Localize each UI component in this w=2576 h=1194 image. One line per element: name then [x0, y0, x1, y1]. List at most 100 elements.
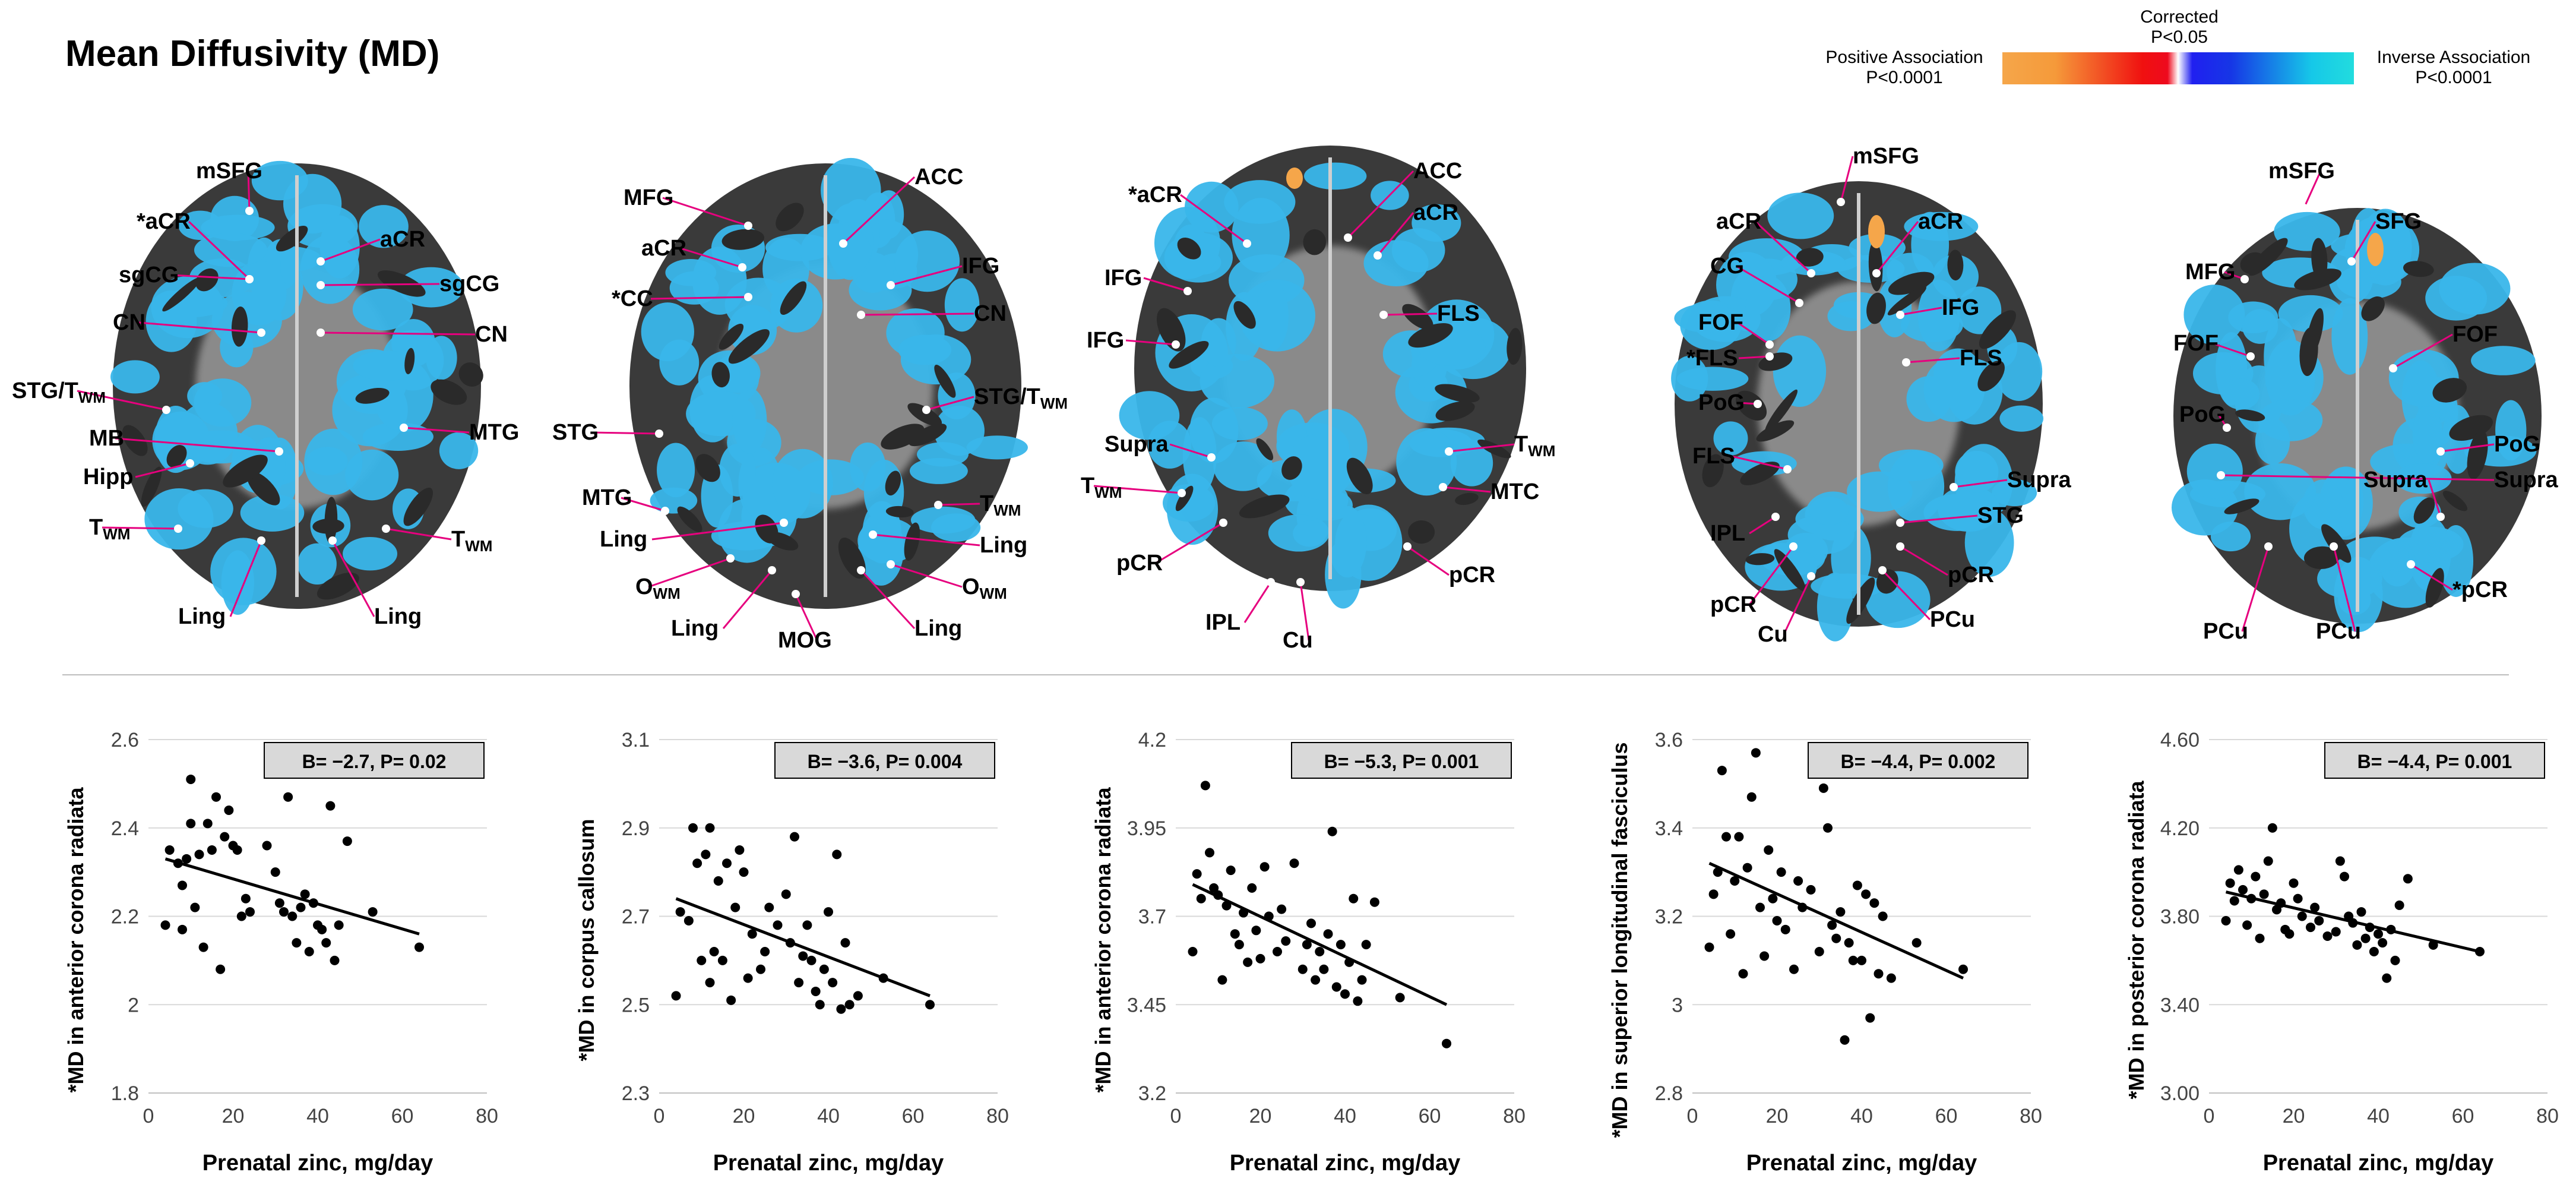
data-point — [232, 845, 242, 855]
data-point — [2360, 933, 2371, 943]
data-point — [1226, 866, 1236, 876]
label-leader-line — [135, 462, 191, 478]
data-point — [828, 978, 838, 988]
data-point — [824, 907, 833, 917]
label-leader-line — [1748, 546, 1795, 605]
label-leader-line — [938, 503, 980, 506]
y-tick-label: 3.6 — [1655, 729, 1683, 751]
data-point — [216, 964, 226, 974]
label-leader-line — [1906, 357, 1960, 364]
data-point — [182, 854, 192, 864]
data-point — [1772, 915, 1782, 925]
data-point — [1217, 975, 1227, 985]
activation-cluster — [232, 260, 287, 326]
sulcus — [324, 497, 338, 544]
activation-cluster — [210, 195, 260, 242]
label-leader-line — [1093, 485, 1182, 494]
y-tick-label: 2.5 — [622, 994, 650, 1016]
region-label: MOG — [778, 628, 832, 653]
label-leader-line — [229, 540, 262, 617]
label-marker — [317, 257, 325, 266]
activation-cluster — [1831, 525, 1871, 592]
stat-label: B= −5.3, P= 0.001 — [1324, 751, 1479, 772]
region-label: STG/TWM — [12, 378, 106, 406]
sulcus — [458, 362, 483, 387]
data-point — [697, 955, 707, 965]
panel-divider — [62, 674, 2509, 675]
activation-cluster — [306, 447, 348, 476]
data-point — [283, 792, 293, 802]
sulcus — [1866, 292, 1886, 324]
label-marker — [328, 536, 337, 545]
region-label: Ling — [178, 604, 226, 629]
region-label: TWM — [451, 527, 492, 555]
sulcus — [1846, 577, 1875, 624]
sulcus — [223, 454, 268, 488]
region-label: ACC — [914, 165, 963, 189]
data-point — [2225, 878, 2235, 888]
activation-cluster — [426, 336, 457, 380]
label-marker — [1207, 453, 1216, 462]
label-marker — [869, 530, 877, 539]
region-label: IFG — [1105, 266, 1142, 290]
y-axis-label: *MD in corpus callosum — [574, 819, 599, 1061]
data-point — [1349, 893, 1359, 904]
label-leader-line — [115, 437, 280, 453]
region-label: *pCR — [2452, 577, 2508, 602]
sulcus — [1887, 286, 1926, 315]
region-label: CG — [1710, 254, 1744, 279]
activation-cluster — [1847, 471, 1913, 512]
data-point — [1209, 883, 1219, 893]
region-label: Ling — [980, 533, 1027, 558]
sulcus — [246, 471, 280, 506]
regression-line — [1192, 883, 1448, 1006]
data-point — [1323, 929, 1333, 939]
label-marker — [922, 406, 931, 414]
data-point — [2382, 973, 2392, 983]
activation-cluster — [2183, 285, 2245, 345]
label-marker — [1243, 239, 1251, 248]
label-leader-line — [1749, 516, 1776, 535]
data-point — [1255, 953, 1265, 964]
sulcus — [1239, 494, 1290, 519]
label-marker — [726, 554, 735, 563]
x-axis-label: Prenatal zinc, mg/day — [2263, 1151, 2494, 1176]
sulcus — [1175, 485, 1194, 511]
label-leader-line — [320, 283, 440, 286]
region-label: MTG — [469, 420, 519, 445]
sulcus — [1735, 390, 1767, 421]
data-point — [683, 915, 694, 925]
label-marker — [744, 293, 752, 301]
brain-slice-1: mSFG*aCR aCR sgCG sgCG CN CN STG/TWM MB Hipp MTG T… — [12, 159, 519, 629]
x-tick-label: 60 — [391, 1105, 414, 1127]
data-point — [1768, 893, 1778, 904]
data-point — [1188, 947, 1198, 956]
data-point — [1234, 940, 1244, 950]
label-leader-line — [1783, 576, 1812, 635]
activation-cluster — [1992, 479, 2037, 507]
data-point — [692, 858, 702, 868]
sulcus — [2224, 498, 2259, 514]
data-point — [1247, 883, 1257, 893]
data-point — [2263, 856, 2273, 866]
sulcus — [755, 514, 779, 544]
activation-cluster — [1211, 407, 1268, 441]
activation-cluster — [931, 513, 981, 542]
sulcus — [1156, 308, 1186, 352]
activation-cluster — [1224, 180, 1296, 224]
data-point — [2340, 871, 2349, 882]
data-point — [2322, 931, 2333, 941]
label-marker — [2436, 447, 2445, 456]
data-point — [279, 907, 289, 917]
region-label: IPL — [1205, 610, 1240, 635]
sulcus — [231, 306, 248, 347]
data-point — [1259, 862, 1270, 872]
label-leader-line — [77, 390, 167, 411]
label-leader-line — [1754, 220, 1812, 274]
label-leader-line — [2333, 546, 2356, 632]
label-leader-line — [1299, 582, 1310, 641]
region-label: STG — [1977, 503, 2024, 528]
x-tick-label: 60 — [1419, 1105, 1441, 1127]
data-point — [2374, 929, 2383, 939]
label-marker — [382, 525, 390, 533]
